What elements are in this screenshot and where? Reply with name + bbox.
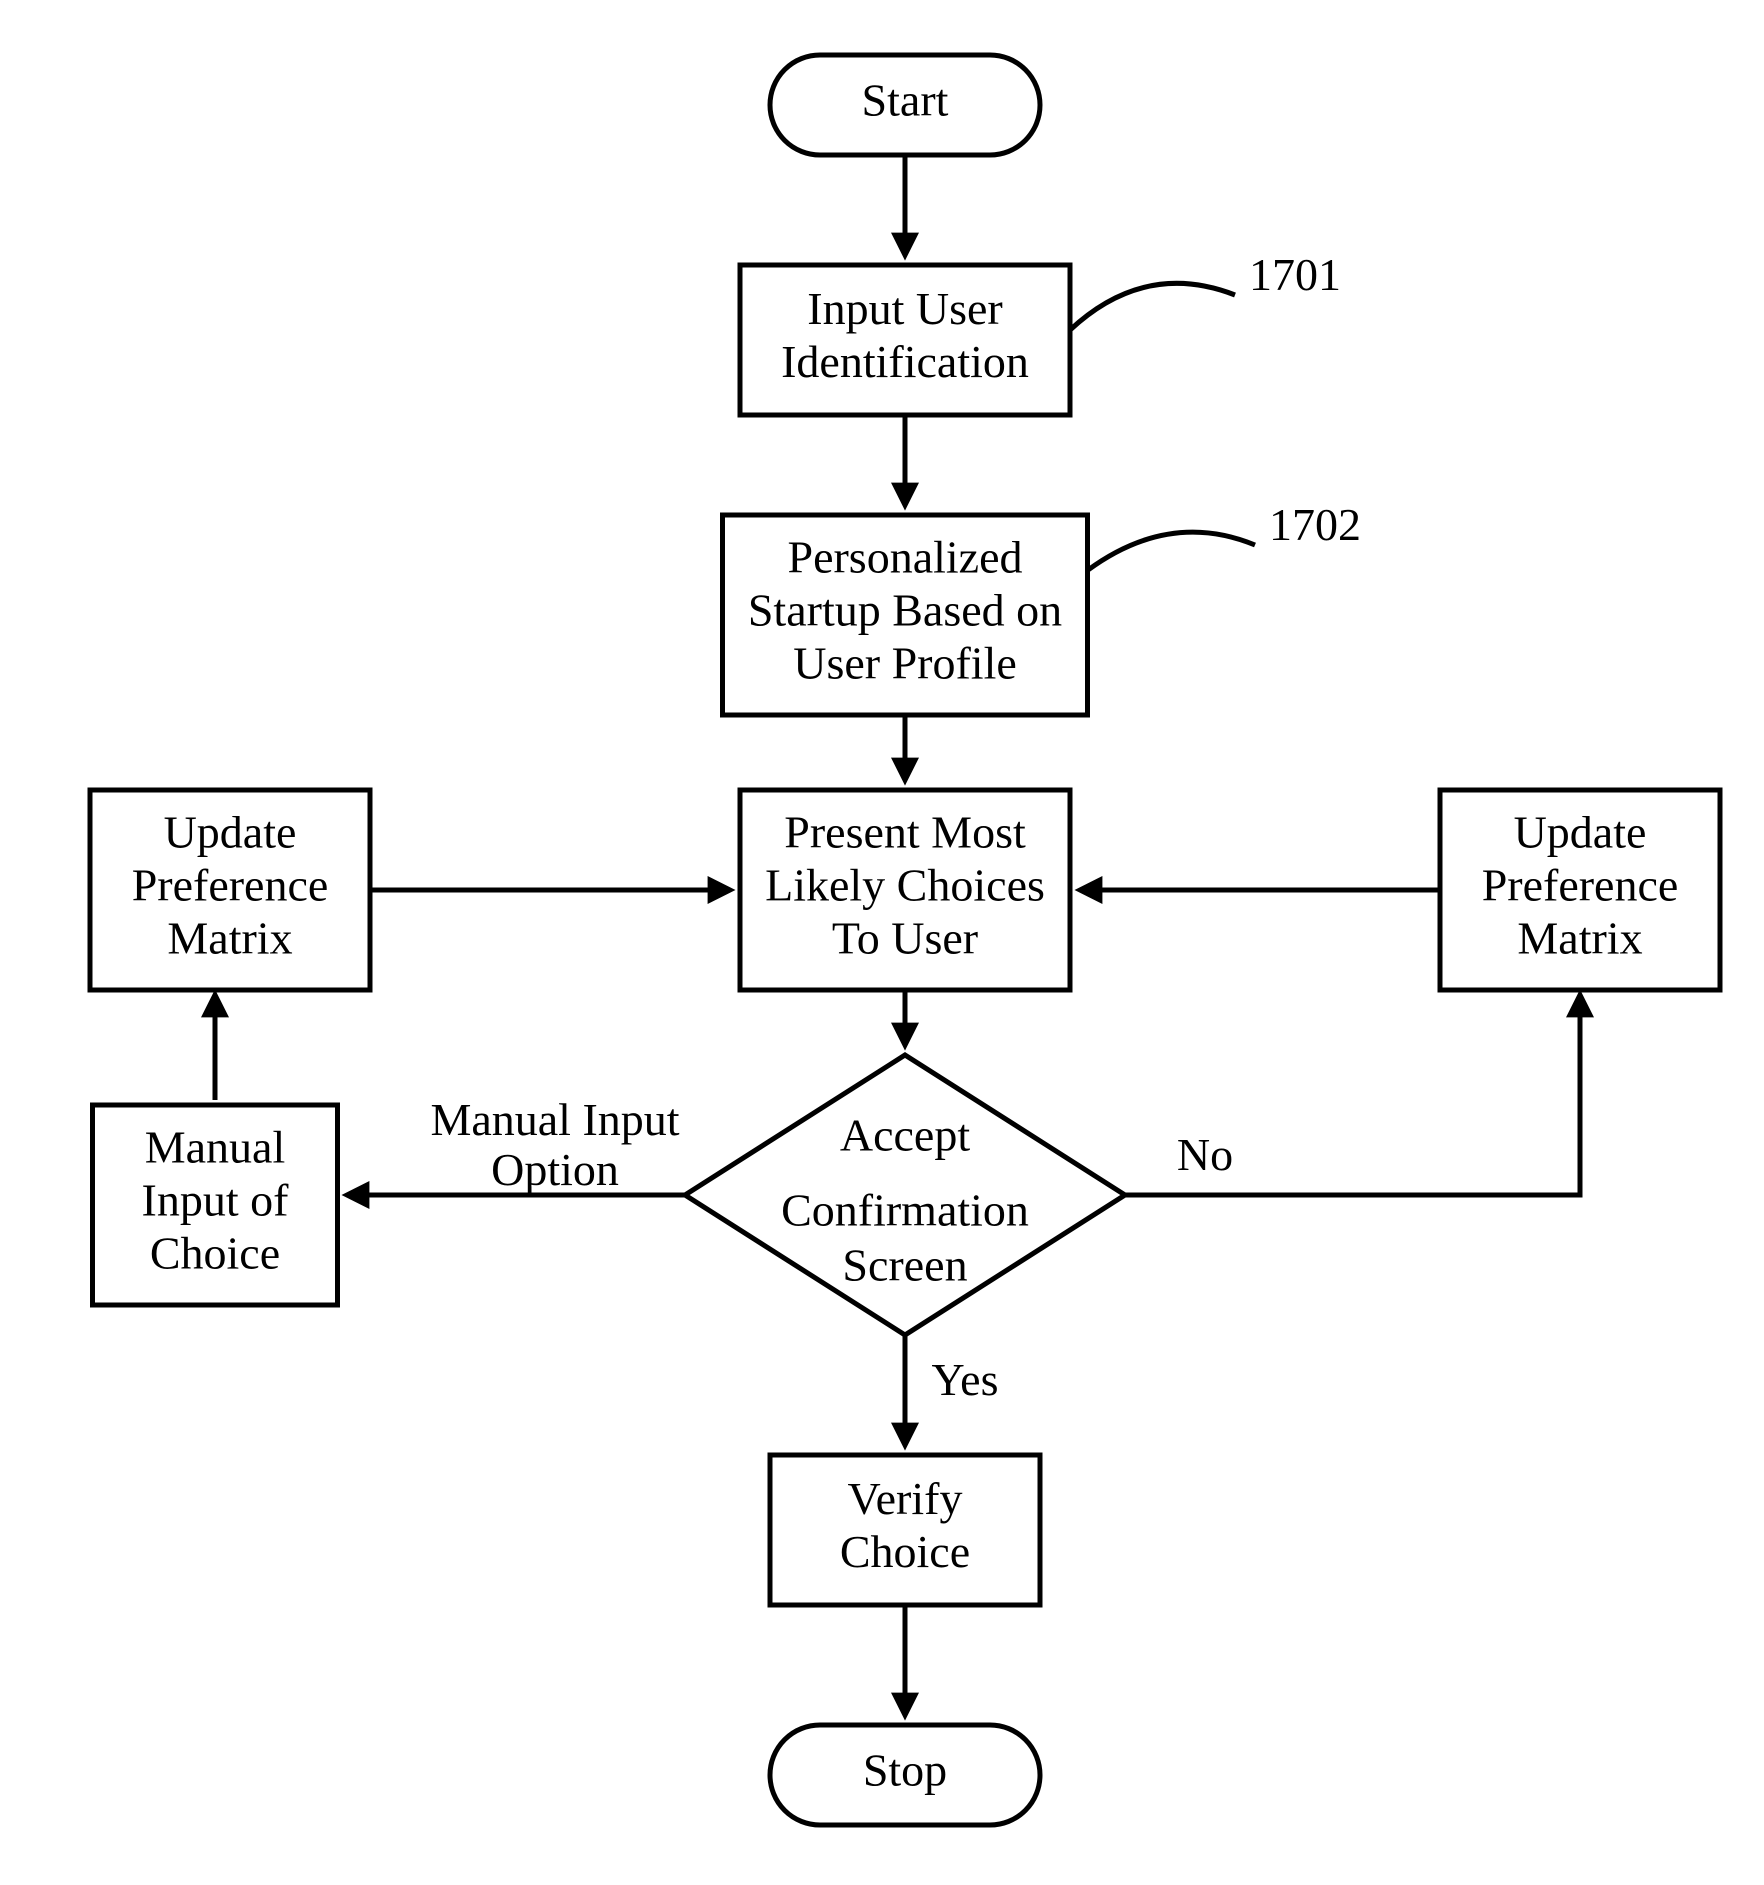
callouts: 1701 1702	[1070, 249, 1361, 570]
edge-label-2: No	[1177, 1129, 1233, 1180]
node-updL-line-0: Update	[164, 807, 297, 858]
node-present: Present MostLikely ChoicesTo User	[740, 790, 1070, 990]
nodes: Start Input UserIdentification Personalize…	[90, 55, 1720, 1825]
callout-label-1: 1702	[1269, 499, 1361, 550]
callout-label-0: 1701	[1249, 249, 1341, 300]
node-updR-line-0: Update	[1514, 807, 1647, 858]
node-updL: UpdatePreferenceMatrix	[90, 790, 370, 990]
node-present-line-1: Likely Choices	[765, 860, 1045, 911]
node-n1702-line-0: Personalized	[787, 532, 1022, 583]
node-updL-line-1: Preference	[132, 860, 329, 911]
node-n1702-line-1: Startup Based on	[748, 585, 1062, 636]
node-updR-line-1: Preference	[1482, 860, 1679, 911]
edge-label-1: Option	[491, 1144, 619, 1195]
node-present-line-2: To User	[832, 912, 978, 963]
node-accept-line-1: Confirmation	[781, 1185, 1029, 1236]
edge-label-3: Yes	[932, 1354, 999, 1405]
node-accept: Accept ConfirmationScreen	[685, 1055, 1125, 1335]
node-n1701: Input UserIdentification	[740, 265, 1070, 415]
node-accept-line-0: Accept	[840, 1110, 970, 1161]
node-n1701-line-0: Input User	[807, 283, 1002, 334]
node-updL-line-2: Matrix	[167, 912, 292, 963]
node-verify-line-1: Choice	[840, 1526, 970, 1577]
node-manual-line-1: Input of	[142, 1175, 290, 1226]
node-verify-line-0: Verify	[848, 1473, 963, 1524]
node-n1702: PersonalizedStartup Based onUser Profile	[723, 515, 1088, 715]
node-accept-line-2: Screen	[842, 1240, 967, 1291]
node-n1701-line-1: Identification	[781, 336, 1029, 387]
node-manual: ManualInput ofChoice	[93, 1105, 338, 1305]
node-updR: UpdatePreferenceMatrix	[1440, 790, 1720, 990]
node-present-line-0: Present Most	[784, 807, 1026, 858]
node-stop: Stop	[770, 1725, 1040, 1825]
callout-leader-0	[1070, 283, 1235, 330]
node-start: Start	[770, 55, 1040, 155]
callout-leader-1	[1088, 532, 1255, 570]
node-n1702-line-2: User Profile	[793, 637, 1017, 688]
node-start-line-0: Start	[862, 75, 949, 126]
node-manual-line-0: Manual	[145, 1122, 286, 1173]
node-stop-line-0: Stop	[863, 1745, 947, 1796]
node-updR-line-2: Matrix	[1517, 912, 1642, 963]
edge-label-0: Manual Input	[430, 1094, 679, 1145]
node-manual-line-2: Choice	[150, 1227, 280, 1278]
node-verify: VerifyChoice	[770, 1455, 1040, 1605]
